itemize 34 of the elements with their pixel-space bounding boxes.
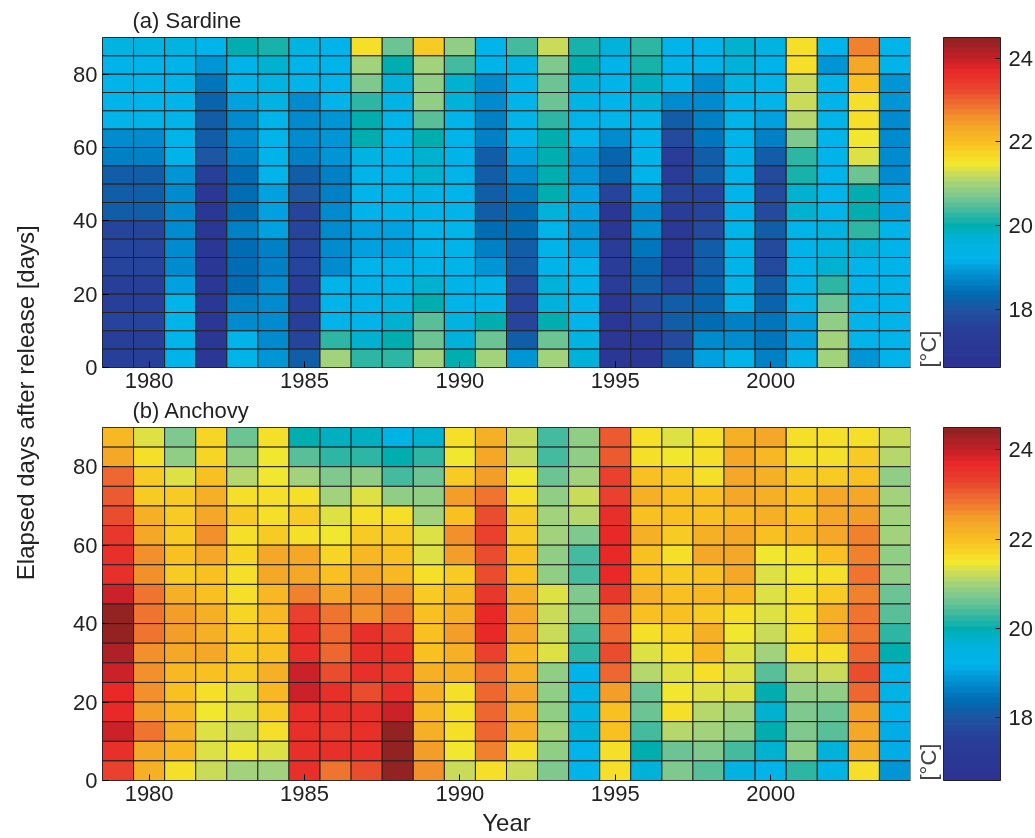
chart-title: (b) Anchovy [132, 397, 249, 423]
x-tick-label: 1990 [435, 367, 485, 393]
color-bar-label: 22 [1008, 129, 1033, 155]
x-tick-label: 1985 [280, 780, 329, 806]
color-bar-label: 18 [1008, 705, 1033, 731]
x-tick-label: 2000 [746, 367, 796, 393]
x-tick-label: 1980 [124, 367, 174, 393]
y-tick-label: 60 [73, 532, 98, 558]
color-bar-title: [°C] [915, 330, 941, 368]
y-axis-title: Elapsed days after release [days] [11, 225, 39, 581]
y-tick-label: 20 [73, 281, 98, 307]
y-tick-label: 80 [73, 61, 98, 87]
x-tick-label: 1995 [590, 367, 640, 393]
x-axis-title: Year [482, 808, 531, 836]
color-bar-label: 24 [1008, 437, 1033, 463]
color-bar-label: 20 [1008, 616, 1033, 642]
chart-title: (a) Sardine [132, 7, 242, 33]
x-tick-label: 1995 [590, 780, 640, 806]
color-bar-label: 18 [1008, 296, 1033, 322]
color-bar-label: 22 [1008, 526, 1033, 552]
y-tick-label: 0 [85, 355, 98, 380]
x-tick-label: 1990 [435, 780, 485, 806]
x-tick-label: 1980 [124, 780, 174, 806]
color-bar-label: 20 [1008, 212, 1033, 238]
y-tick-label: 80 [73, 454, 98, 480]
y-tick-label: 40 [73, 611, 98, 637]
y-tick-label: 0 [85, 768, 98, 793]
color-bar-title: [°C] [915, 743, 941, 781]
y-tick-label: 20 [73, 689, 98, 715]
y-tick-label: 40 [73, 208, 98, 234]
x-tick-label: 1985 [280, 367, 329, 393]
x-tick-label: 2000 [746, 780, 796, 806]
y-tick-label: 60 [73, 135, 98, 160]
color-bar-label: 24 [1008, 45, 1033, 71]
